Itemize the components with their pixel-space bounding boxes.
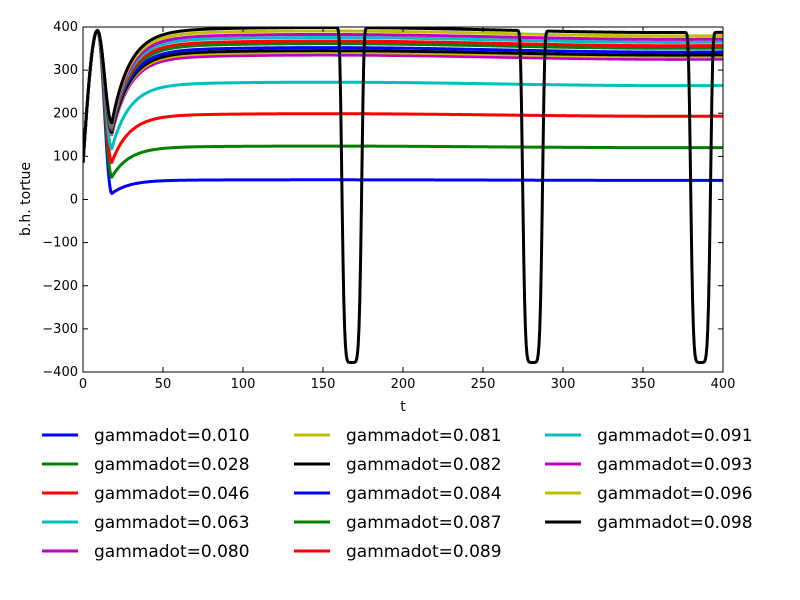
legend-label: gammadot=0.093 [597,455,753,475]
y-tick-label: −400 [42,365,78,380]
plot-area [83,27,723,362]
x-tick-label: 250 [471,377,496,392]
legend-label: gammadot=0.082 [346,455,502,475]
y-tick-label: 300 [53,63,78,78]
x-tick-label: 50 [155,377,172,392]
x-tick-label: 350 [631,377,656,392]
legend-label: gammadot=0.010 [94,426,250,446]
legend-label: gammadot=0.046 [94,484,250,504]
legend-label: gammadot=0.081 [346,426,502,446]
y-tick-label: 0 [70,193,78,208]
legend: gammadot=0.010 gammadot=0.028 gammadot=0.0… [42,426,753,562]
x-axis-label: t [400,399,406,415]
x-tick-label: 0 [79,377,87,392]
legend-label: gammadot=0.091 [597,426,753,446]
legend-label: gammadot=0.028 [94,455,250,475]
y-tick-label: −300 [42,322,78,337]
y-tick-label: −200 [42,279,78,294]
x-tick-label: 200 [391,377,416,392]
legend-label: gammadot=0.096 [597,484,753,504]
y-tick-label: 400 [53,20,78,35]
y-tick-label: 200 [53,106,78,121]
axis-ticks: 0 50 100 150 200 250 300 350 400 −400 −300 −200 −100… [42,20,735,392]
y-tick-label: 100 [53,149,78,164]
legend-label: gammadot=0.098 [597,513,753,533]
legend-label: gammadot=0.084 [346,484,502,504]
x-tick-label: 400 [711,377,736,392]
x-tick-label: 150 [311,377,336,392]
x-tick-label: 300 [551,377,576,392]
y-tick-label: −100 [42,236,78,251]
x-tick-label: 100 [231,377,256,392]
series-line [83,27,723,362]
legend-label: gammadot=0.063 [94,513,250,533]
plot-frame [83,27,723,372]
legend-label: gammadot=0.080 [94,542,250,562]
y-axis-label: b.h. tortue [18,162,34,236]
legend-label: gammadot=0.087 [346,513,502,533]
legend-label: gammadot=0.089 [346,542,502,562]
